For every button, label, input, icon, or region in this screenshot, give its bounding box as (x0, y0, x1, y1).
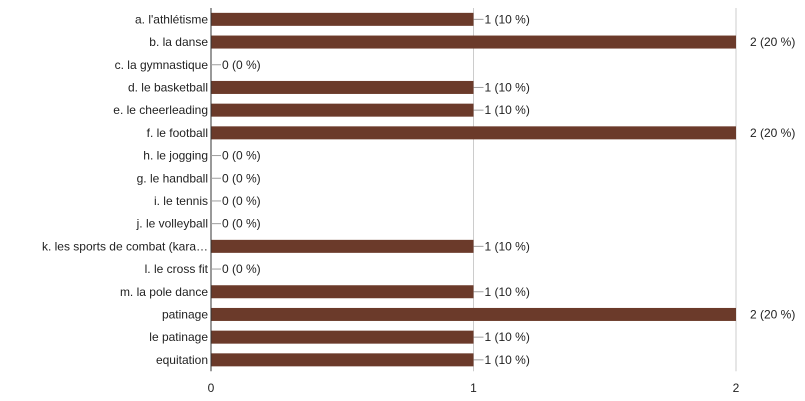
value-label: 1 (10 %) (485, 239, 530, 253)
value-label: 2 (20 %) (750, 126, 795, 140)
value-label: 0 (0 %) (222, 262, 261, 276)
category-label: patinage (162, 307, 208, 321)
bar (211, 126, 736, 140)
value-label: 2 (20 %) (750, 307, 795, 321)
category-label: k. les sports de combat (kara… (42, 239, 208, 253)
bar (211, 285, 474, 299)
category-label: e. le cheerleading (113, 103, 208, 117)
category-label: a. l'athlétisme (135, 12, 208, 26)
value-label: 0 (0 %) (222, 149, 261, 163)
value-label: 0 (0 %) (222, 194, 261, 208)
x-tick-label: 0 (208, 381, 215, 395)
bar (211, 307, 736, 321)
bar (211, 103, 474, 117)
value-label: 0 (0 %) (222, 171, 261, 185)
value-label: 1 (10 %) (485, 353, 530, 367)
category-label: g. le handball (137, 171, 208, 185)
value-label: 1 (10 %) (485, 12, 530, 26)
bar (211, 353, 474, 367)
x-tick-label: 2 (733, 381, 740, 395)
value-label: 2 (20 %) (750, 35, 795, 49)
bar (211, 35, 736, 49)
bar-layer (211, 12, 736, 367)
value-label: 1 (10 %) (485, 285, 530, 299)
category-label: c. la gymnastique (115, 58, 209, 72)
value-label: 0 (0 %) (222, 58, 261, 72)
category-label: le patinage (149, 330, 208, 344)
category-label: m. la pole dance (120, 285, 208, 299)
value-label: 1 (10 %) (485, 330, 530, 344)
x-tick-label: 1 (470, 381, 477, 395)
bar (211, 80, 474, 94)
category-label: j. le volleyball (136, 217, 208, 231)
value-label: 0 (0 %) (222, 217, 261, 231)
bar (211, 12, 474, 26)
bar (211, 239, 474, 253)
bar (211, 330, 474, 344)
category-label: i. le tennis (154, 194, 208, 208)
value-label: 1 (10 %) (485, 103, 530, 117)
category-label: equitation (156, 353, 208, 367)
label-layer: 0 1 2 a. l'athlétisme 1 (10 %) b. la danse 2 (… (42, 12, 795, 395)
value-label: 1 (10 %) (485, 80, 530, 94)
category-label: d. le basketball (128, 80, 208, 94)
category-label: b. la danse (149, 35, 208, 49)
category-label: l. le cross fit (145, 262, 209, 276)
category-label: h. le jogging (143, 149, 208, 163)
category-label: f. le football (147, 126, 208, 140)
